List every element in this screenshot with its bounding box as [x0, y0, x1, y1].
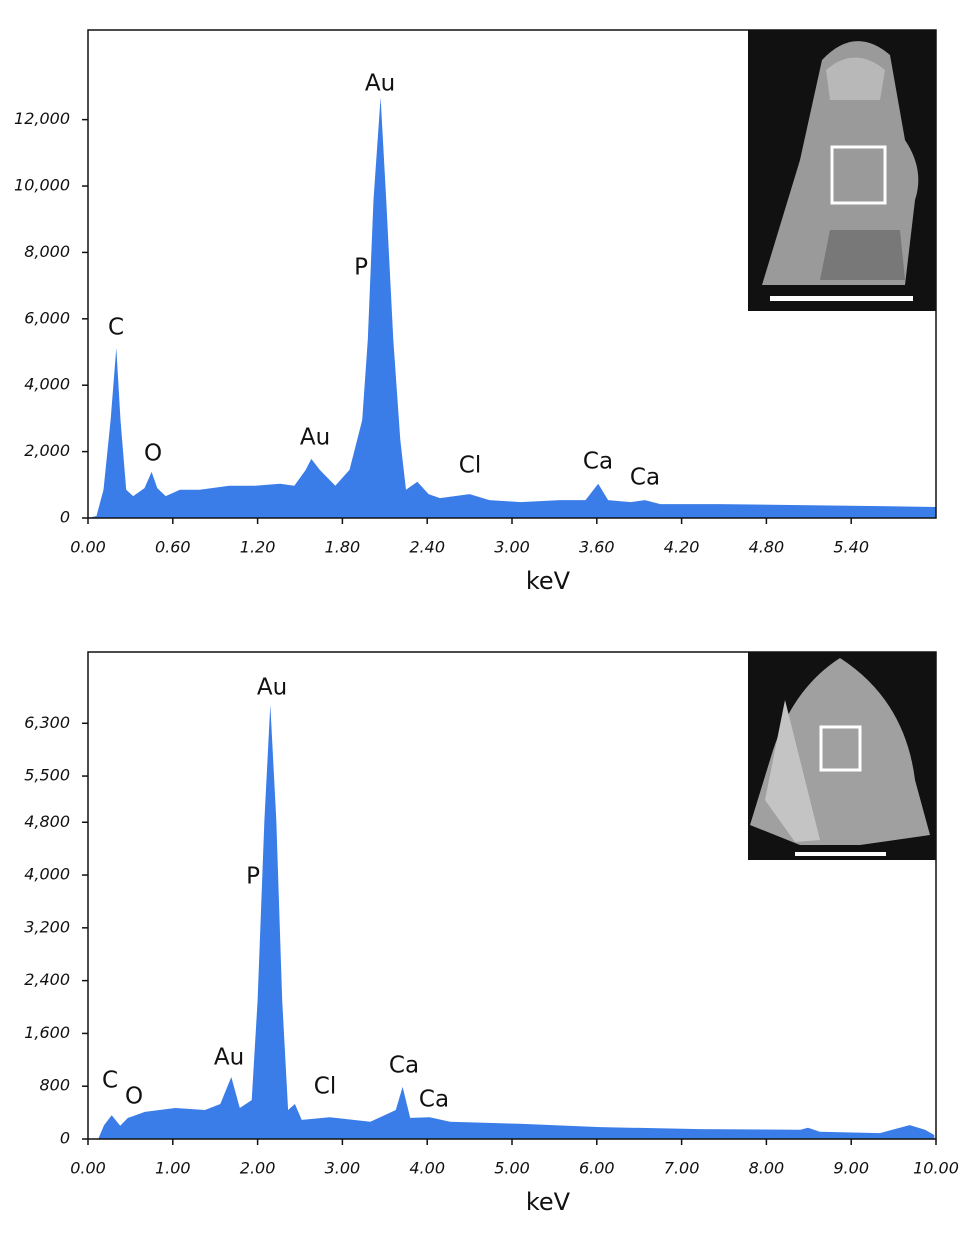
- x-tick-label: 0.00: [70, 1159, 106, 1178]
- y-tick-label: 4,000: [24, 865, 70, 884]
- chart: 0 2,000 4,000 6,000 8,000 10,000 12,000 0.00 0.6…: [14, 29, 937, 595]
- y-tick-label: 5,500: [24, 766, 70, 785]
- peak-label: Au: [214, 1045, 244, 1071]
- y-tick-label: 12,000: [14, 109, 70, 128]
- x-tick-label: 2.40: [409, 538, 445, 557]
- y-tick-label: 4,000: [24, 375, 70, 394]
- y-tick-label: 4,800: [24, 812, 70, 831]
- x-tick-label: 4.00: [409, 1159, 445, 1178]
- y-tick-label: 8,000: [24, 242, 70, 261]
- peak-label: C: [108, 315, 124, 341]
- spectrum-area: [98, 704, 935, 1139]
- peak-label: O: [144, 441, 162, 467]
- x-tick-label: 8.00: [749, 1159, 785, 1178]
- x-tick-label: 4.80: [749, 538, 785, 557]
- x-tick-label: 4.20: [664, 538, 700, 557]
- y-tick-label: 1,600: [24, 1023, 70, 1042]
- y-tick-label: 0: [60, 508, 70, 527]
- peak-label: Au: [300, 425, 330, 451]
- x-tick-label: 10.00: [913, 1159, 959, 1178]
- x-tick-label: 0.00: [70, 538, 106, 557]
- x-tick-label: 3.60: [579, 538, 615, 557]
- y-tick-label: 10,000: [14, 176, 70, 195]
- y-tick-label: 6,300: [24, 713, 70, 732]
- x-tick-label: 3.00: [325, 1159, 361, 1178]
- peak-label: Ca: [630, 465, 660, 491]
- x-tick-label: 1.20: [240, 538, 276, 557]
- peak-label: Au: [257, 675, 287, 701]
- peak-label: Au: [365, 71, 395, 97]
- sem-inset: [748, 30, 936, 311]
- peak-label: Cl: [459, 453, 481, 479]
- x-tick-label: 2.00: [240, 1159, 276, 1178]
- peak-label: O: [125, 1084, 143, 1110]
- peak-label: C: [102, 1068, 118, 1094]
- y-tick-label: 0: [60, 1129, 70, 1148]
- y-tick-label: 6,000: [24, 308, 70, 327]
- peak-label: Ca: [389, 1053, 419, 1079]
- peak-label: Cl: [314, 1074, 336, 1100]
- y-tick-label: 800: [39, 1076, 70, 1095]
- x-tick-label: 7.00: [664, 1159, 700, 1178]
- x-tick-label: 0.60: [155, 538, 191, 557]
- x-tick-label: 6.00: [579, 1159, 615, 1178]
- x-tick-label: 1.80: [325, 538, 361, 557]
- peak-label: P: [354, 255, 368, 281]
- peak-label: Ca: [419, 1087, 449, 1113]
- y-tick-label: 3,200: [24, 917, 70, 936]
- x-tick-label: 5.40: [833, 538, 869, 557]
- x-axis-label: keV: [526, 567, 571, 595]
- x-tick-label: 3.00: [494, 538, 530, 557]
- y-tick-label: 2,000: [24, 441, 70, 460]
- y-tick-label: 2,400: [24, 970, 70, 989]
- sem-inset: [748, 652, 936, 860]
- x-tick-label: 1.00: [155, 1159, 191, 1178]
- chart: 0 800 1,600 2,400 3,200 4,000 4,800 5,500 6,300 0…: [24, 651, 959, 1216]
- x-tick-label: 5.00: [494, 1159, 530, 1178]
- peak-label: P: [246, 864, 260, 890]
- x-axis-label: keV: [526, 1188, 571, 1216]
- x-tick-label: 9.00: [833, 1159, 869, 1178]
- peak-label: Ca: [583, 449, 613, 475]
